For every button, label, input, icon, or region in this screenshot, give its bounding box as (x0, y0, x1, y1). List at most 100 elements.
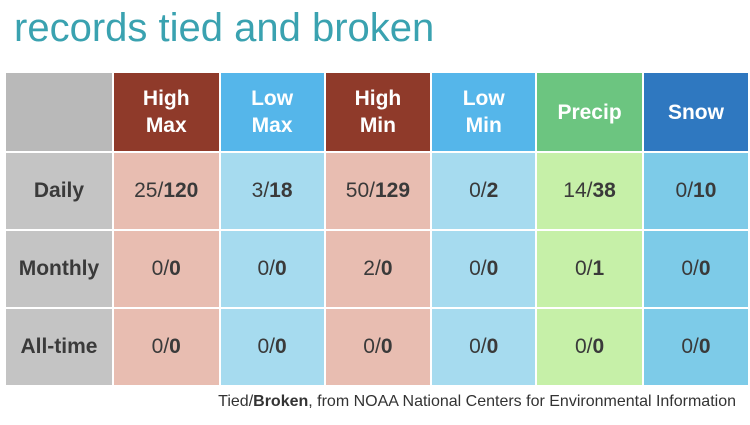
column-header-low-max: Low Max (218, 71, 326, 153)
column-header-high-min: High Min (323, 71, 433, 153)
broken-value: 0 (274, 257, 287, 280)
caption-broken: Broken (253, 393, 309, 410)
table-cell: 0/2 (430, 151, 538, 231)
broken-value: 0 (380, 257, 393, 280)
column-header-snow: Snow (641, 71, 750, 153)
value-separator: / (263, 179, 270, 202)
column-header-low-min: Low Min (430, 71, 538, 153)
broken-value: 0 (698, 335, 711, 358)
table-cell: 0/0 (535, 307, 644, 387)
table-cell: 0/0 (430, 229, 538, 309)
value-separator: / (687, 179, 694, 202)
value-separator: / (269, 335, 275, 358)
tied-value: 25 (134, 179, 158, 202)
column-header-text: Min (465, 114, 502, 137)
broken-value: 0 (169, 257, 181, 280)
header-row: High Max Low Max High Min Low Min Precip Snow (4, 71, 750, 153)
broken-value: 0 (380, 335, 393, 358)
tied-value: 3 (251, 179, 264, 202)
table-cell: 0/0 (111, 229, 221, 309)
table-cell: 0/0 (218, 229, 326, 309)
table-row: Daily 25/120 3/18 50/129 0/2 14/38 0/10 (4, 151, 750, 231)
broken-value: 120 (163, 179, 199, 202)
table-row: All-time 0/0 0/0 0/0 0/0 0/0 0/0 (4, 307, 750, 387)
caption-separator: / (248, 393, 254, 410)
column-header-text: Max (145, 114, 187, 137)
row-label: Daily (4, 151, 114, 231)
value-separator: / (269, 257, 275, 280)
tied-value: 0 (151, 335, 164, 358)
broken-value: 0 (592, 335, 605, 358)
table-cell: 0/0 (430, 307, 538, 387)
column-header-text: Snow (667, 100, 724, 124)
column-header-text: High (142, 87, 190, 110)
broken-value: 0 (274, 335, 287, 358)
column-header-precip: Precip (535, 71, 644, 153)
tied-value: 0 (469, 335, 481, 358)
tied-value: 14 (563, 179, 587, 202)
value-separator: / (586, 179, 593, 202)
caption-source: , from NOAA National Centers for Environ… (308, 393, 736, 410)
value-separator: / (480, 257, 487, 280)
tied-value: 0 (574, 257, 587, 280)
tied-value: 0 (257, 335, 270, 358)
table-cell: 0/0 (111, 307, 221, 387)
source-caption: Tied/Broken, from NOAA National Centers … (218, 393, 736, 411)
value-separator: / (693, 257, 699, 280)
tied-value: 0 (469, 179, 481, 202)
tied-value: 50 (345, 179, 370, 202)
column-header-text: High (354, 87, 402, 110)
column-header-text: Low (251, 87, 294, 110)
table-cell: 0/10 (641, 151, 750, 231)
value-separator: / (163, 335, 170, 358)
table-cell: 50/129 (323, 151, 433, 231)
broken-value: 129 (374, 179, 411, 202)
value-separator: / (693, 335, 699, 358)
column-header-text: Max (251, 114, 293, 137)
column-header-text: Low (462, 87, 505, 110)
broken-value: 0 (486, 257, 499, 280)
table-cell: 0/1 (535, 229, 644, 309)
tied-value: 0 (675, 179, 688, 202)
table-body: Daily 25/120 3/18 50/129 0/2 14/38 0/10 Monthly… (4, 151, 750, 387)
table-row: Monthly 0/0 0/0 2/0 0/0 0/1 0/0 (4, 229, 750, 309)
table-cell: 0/0 (641, 229, 750, 309)
value-separator: / (163, 257, 170, 280)
value-separator: / (374, 257, 381, 280)
broken-value: 18 (269, 179, 293, 202)
tied-value: 0 (681, 257, 694, 280)
tied-value: 0 (469, 257, 481, 280)
table-cell: 0/0 (323, 307, 433, 387)
broken-value: 1 (592, 257, 605, 280)
table-cell: 2/0 (323, 229, 433, 309)
tied-value: 0 (151, 257, 164, 280)
caption-tied: Tied (218, 393, 249, 410)
corner-cell (4, 71, 114, 153)
page-title: records tied and broken (14, 6, 435, 50)
column-header-text: Precip (557, 100, 622, 124)
broken-value: 0 (698, 257, 711, 280)
table-cell: 3/18 (218, 151, 326, 231)
value-separator: / (157, 179, 164, 202)
table-cell: 0/0 (641, 307, 750, 387)
broken-value: 2 (486, 179, 499, 202)
tied-value: 2 (363, 257, 375, 280)
row-label: Monthly (4, 229, 114, 309)
column-header-high-max: High Max (111, 71, 221, 153)
table-cell: 0/0 (218, 307, 326, 387)
value-separator: / (374, 335, 381, 358)
value-separator: / (480, 179, 487, 202)
tied-value: 0 (363, 335, 375, 358)
row-label: All-time (4, 307, 114, 387)
value-separator: / (369, 179, 375, 202)
records-table: High Max Low Max High Min Low Min Precip Snow Dai… (4, 71, 750, 387)
broken-value: 0 (169, 335, 181, 358)
value-separator: / (480, 335, 487, 358)
tied-value: 0 (257, 257, 270, 280)
column-header-text: Min (359, 114, 396, 137)
broken-value: 10 (693, 179, 717, 202)
tied-value: 0 (574, 335, 587, 358)
table-cell: 25/120 (111, 151, 221, 231)
table-cell: 14/38 (535, 151, 644, 231)
broken-value: 0 (486, 335, 499, 358)
